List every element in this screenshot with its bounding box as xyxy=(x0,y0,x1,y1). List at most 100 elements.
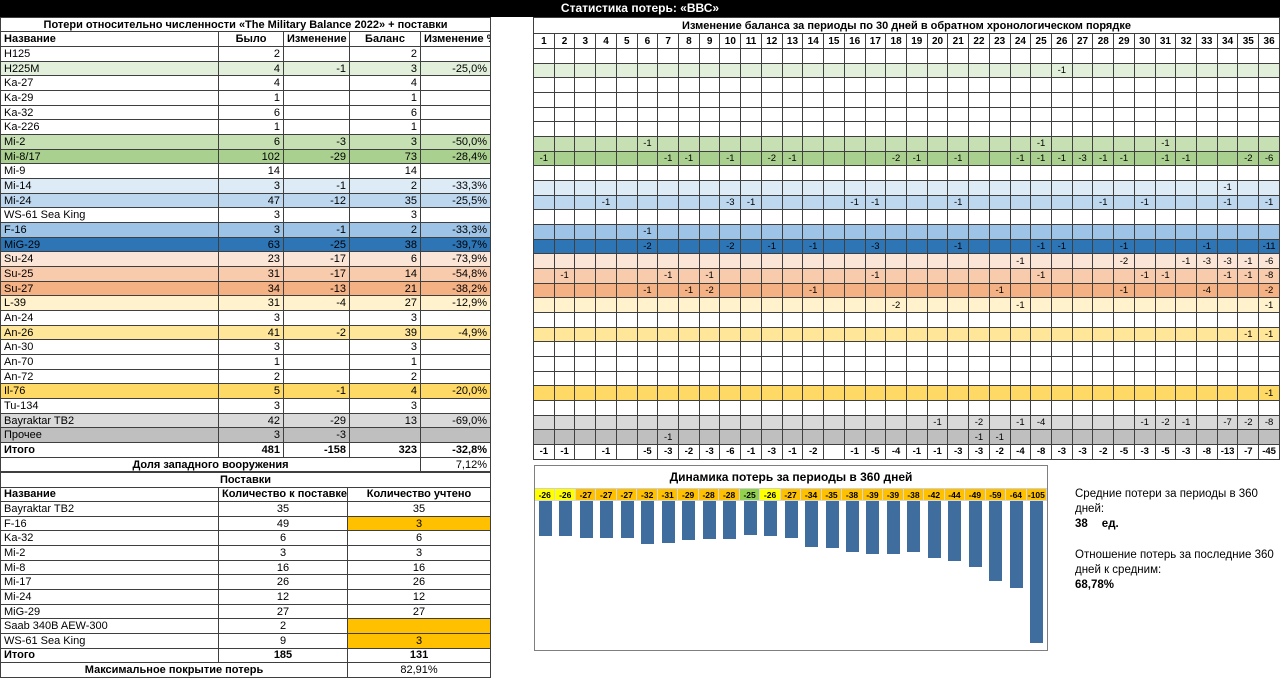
grid-cell xyxy=(1092,224,1115,240)
grid-cell xyxy=(636,209,659,226)
grid-cell: -1 xyxy=(988,429,1011,446)
grid-cell xyxy=(1258,209,1280,226)
grid-cell xyxy=(1071,326,1094,343)
grid-cell xyxy=(698,209,721,226)
grid-cell xyxy=(553,136,576,152)
grid-cell xyxy=(1113,385,1135,402)
grid-cell xyxy=(905,268,928,284)
grid-cell: -1 xyxy=(947,238,970,255)
grid-cell xyxy=(553,282,576,299)
grid-cell xyxy=(968,106,990,123)
grid-row xyxy=(533,356,1280,372)
grid-cell xyxy=(574,209,597,226)
grid-cell xyxy=(1092,400,1115,416)
grid-cell xyxy=(947,253,970,270)
grid-col-header: 5 xyxy=(615,33,638,49)
grid-total-cell: -3 xyxy=(968,444,990,460)
grid-cell xyxy=(1258,77,1280,94)
cell-change xyxy=(283,398,350,414)
grid-cell xyxy=(1216,224,1239,240)
supplies-row: Mi-24 12 12 xyxy=(0,589,492,605)
supplies-row: Mi-2 3 3 xyxy=(0,545,492,561)
grid-row: -1 -1 xyxy=(533,326,1280,343)
cell-to-supply: 27 xyxy=(218,603,348,620)
grid-cell xyxy=(678,297,700,314)
ratio-value: 68,78% xyxy=(1075,578,1115,591)
grid-cell xyxy=(1154,370,1177,387)
table-header-row: Название Было Изменение Баланс Изменение % xyxy=(0,31,492,47)
chart-bar-slot xyxy=(781,501,801,538)
grid-cell xyxy=(740,268,762,284)
grid-cell xyxy=(595,268,617,284)
grid-cell xyxy=(657,165,680,182)
table-row: An-70 1 1 xyxy=(0,354,492,370)
grid-cell xyxy=(553,312,576,328)
cell-change-pct xyxy=(419,310,492,326)
grid-cell xyxy=(885,121,907,138)
grid-cell xyxy=(1071,429,1094,446)
grid-cell xyxy=(760,106,783,123)
grid-cell xyxy=(885,429,907,446)
cell-change-pct xyxy=(419,119,492,136)
grid-cell xyxy=(1113,180,1135,196)
grid-cell xyxy=(781,385,804,402)
grid-cell xyxy=(595,341,617,358)
grid-cell xyxy=(988,77,1011,94)
table-row: MiG-29 63 -25 38 -39,7% xyxy=(0,236,492,253)
chart-bar-slot xyxy=(1006,501,1026,588)
row-name: Прочее xyxy=(0,427,219,444)
grid-cell xyxy=(1092,136,1115,152)
cell-change-pct: -28,4% xyxy=(419,148,492,165)
grid-cell xyxy=(740,341,762,358)
grid-cell xyxy=(1092,326,1115,343)
cell-was: 63 xyxy=(218,236,284,253)
grid-cell xyxy=(1071,121,1094,138)
grid-cell xyxy=(1133,77,1156,94)
grid-cell xyxy=(926,341,949,358)
grid-cell xyxy=(760,165,783,182)
grid-cell xyxy=(947,297,970,314)
grid-cell xyxy=(947,224,970,240)
grid-cell xyxy=(698,106,721,123)
total-to-supply: 185 xyxy=(218,647,348,664)
grid-col-header: 16 xyxy=(843,33,866,49)
grid-cell xyxy=(1009,268,1032,284)
grid-cell xyxy=(553,121,576,138)
grid-cell xyxy=(1154,77,1177,94)
row-name: Ka-32 xyxy=(0,530,219,547)
table-row: F-16 3 -1 2 -33,3% xyxy=(0,222,492,238)
grid-cell xyxy=(1009,224,1032,240)
grid-cell xyxy=(678,356,700,372)
grid-cell xyxy=(968,268,990,284)
grid-cell xyxy=(636,385,659,402)
grid-cell xyxy=(1216,312,1239,328)
grid-cell xyxy=(885,62,907,79)
cell-was: 2 xyxy=(218,46,284,62)
chart-bar xyxy=(559,501,573,536)
grid-cell xyxy=(968,150,990,167)
grid-cell xyxy=(574,370,597,387)
cell-change xyxy=(283,163,350,180)
grid-col-header: 22 xyxy=(968,33,990,49)
grid-cell xyxy=(553,77,576,94)
grid-col-header: 11 xyxy=(740,33,762,49)
grid-cell xyxy=(533,356,555,372)
grid-cell xyxy=(1113,297,1135,314)
grid-cell xyxy=(843,62,866,79)
grid-total-cell: -2 xyxy=(1092,444,1115,460)
grid-total-cell: -3 xyxy=(1071,444,1094,460)
grid-cell xyxy=(781,400,804,416)
grid-cell: -3 xyxy=(864,238,887,255)
grid-cell xyxy=(533,341,555,358)
supplies-title: Поставки xyxy=(0,472,492,488)
grid-cell xyxy=(947,326,970,343)
grid-cell xyxy=(843,238,866,255)
supplies-row: Mi-8 16 16 xyxy=(0,559,492,576)
grid-cell xyxy=(1196,341,1218,358)
grid-cell xyxy=(740,312,762,328)
grid-cell xyxy=(1071,48,1094,64)
cell-was: 5 xyxy=(218,383,284,400)
grid-cell xyxy=(1196,194,1218,211)
grid-cell xyxy=(926,106,949,123)
cell-to-supply: 2 xyxy=(218,618,348,635)
